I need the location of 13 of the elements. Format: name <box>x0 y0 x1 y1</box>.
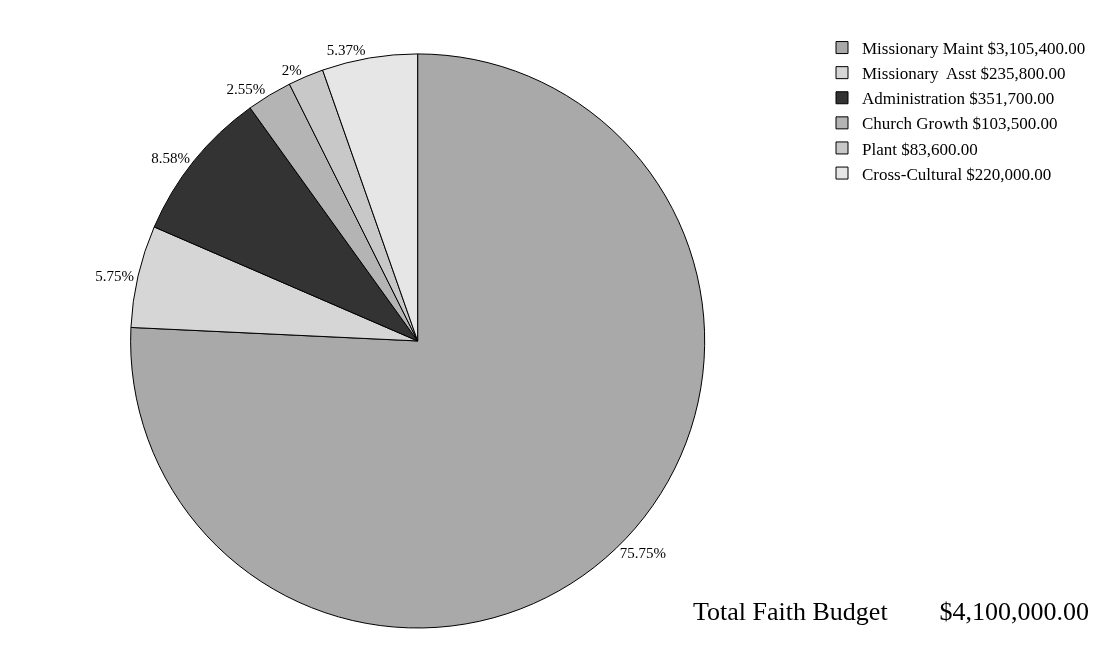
data-label: 75.75% <box>619 544 667 561</box>
legend-label: Missionary Maint $3,105,400.00 <box>862 39 1086 59</box>
legend-label: Administration $351,700.00 <box>862 89 1055 109</box>
data-label: 2% <box>281 61 302 78</box>
legend-label: Cross-Cultural $220,000.00 <box>862 164 1052 184</box>
legend-label: Plant $83,600.00 <box>862 139 978 159</box>
data-label: 2.55% <box>226 81 266 98</box>
text: Total Faith Budget $4,100,000.00 <box>693 597 1090 626</box>
data-label: 8.58% <box>151 149 191 166</box>
data-label: 5.75% <box>95 267 135 284</box>
data-label: 5.37% <box>326 42 366 59</box>
legend-label: Church Growth $103,500.00 <box>862 114 1058 134</box>
legend-label: Missionary Asst $235,800.00 <box>862 64 1066 84</box>
